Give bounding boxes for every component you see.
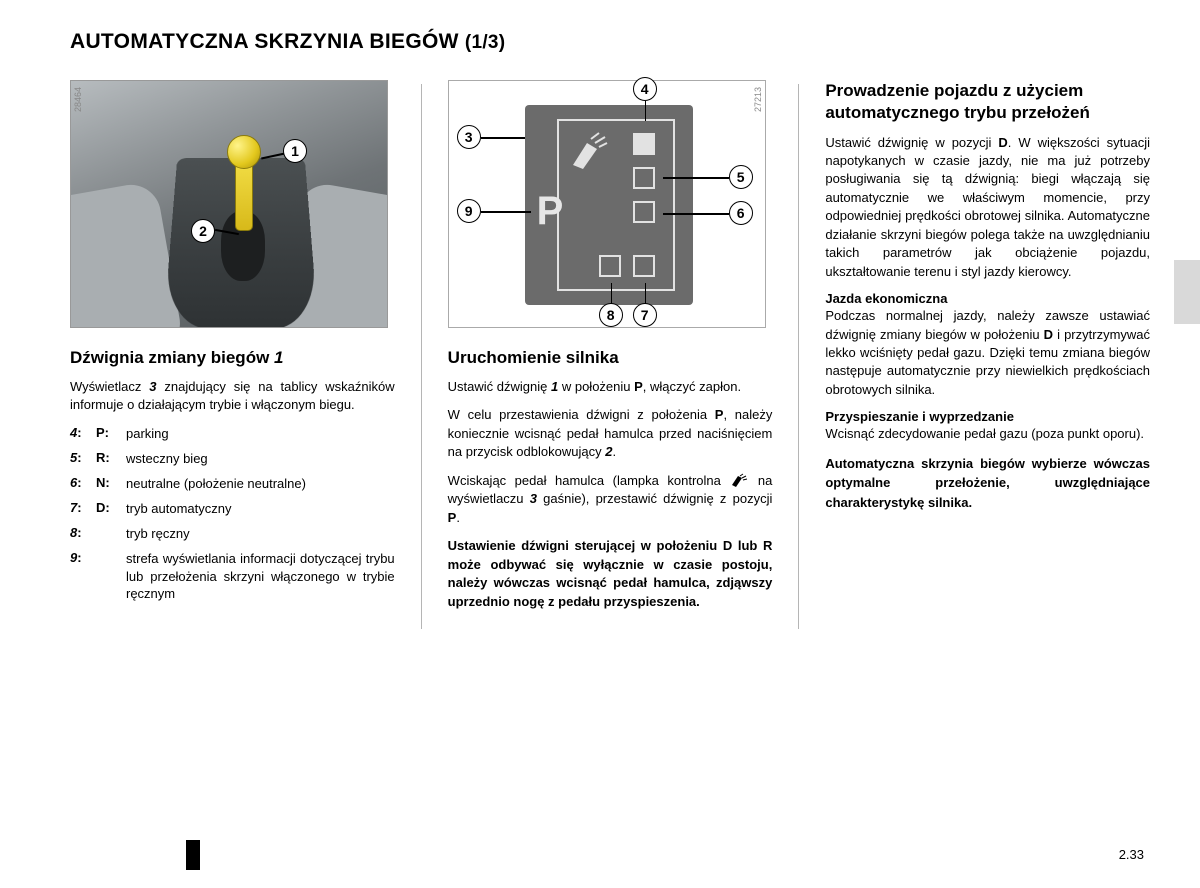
t: 3 — [149, 379, 156, 394]
t: Ustawić dźwignię — [448, 379, 551, 394]
lead-line — [481, 137, 525, 139]
def-row: 4 P: parking — [70, 425, 395, 443]
sq-6 — [633, 201, 655, 223]
page-title: AUTOMATYCZNA SKRZYNIA BIEGÓW (1/3) — [70, 30, 1150, 54]
def-row: 8 tryb ręczny — [70, 525, 395, 543]
col3-p2: Podczas normalnej jazdy, należy zawsze u… — [825, 307, 1150, 399]
col1-heading: Dźwignia zmiany biegów 1 — [70, 348, 395, 368]
brake-pedal-icon — [567, 129, 609, 171]
lead-line — [645, 101, 647, 121]
t: , włączyć zapłon. — [643, 379, 741, 394]
col1-heading-num: 1 — [274, 348, 283, 367]
col3-h2: Jazda ekonomiczna — [825, 291, 1150, 306]
title-suffix: (1/3) — [465, 32, 506, 53]
seat-left-shape — [70, 180, 185, 328]
t: . — [456, 510, 460, 525]
lead-line — [481, 211, 531, 213]
display-panel-shape: P — [525, 105, 693, 305]
callout-4: 4 — [633, 77, 657, 101]
def-num: 6 — [70, 475, 96, 490]
figure-gear-lever-photo: 28464 1 2 — [70, 80, 388, 328]
col2-p1: Ustawić dźwignię 1 w położeniu P, włączy… — [448, 378, 773, 396]
def-num: 8 — [70, 525, 96, 540]
definitions-list: 4 P: parking 5 R: wsteczny bieg 6 N: neu… — [70, 425, 395, 604]
def-val: tryb automatyczny — [126, 500, 395, 518]
col3-p3: Wcisnąć zdecydowanie pedał gazu (poza pu… — [825, 425, 1150, 443]
col1-heading-text: Dźwignia zmiany biegów — [70, 348, 274, 367]
col2-heading: Uruchomienie silnika — [448, 348, 773, 368]
column-3: Prowadzenie pojazdu z użyciem automatycz… — [825, 80, 1150, 629]
column-1: 28464 1 2 Dźwignia zmiany biegów 1 Wyświ… — [70, 80, 395, 629]
t: 3 — [530, 491, 537, 506]
sq-5 — [633, 167, 655, 189]
t: D — [998, 135, 1007, 150]
def-key: P: — [96, 425, 126, 440]
brake-pedal-icon — [729, 473, 749, 487]
def-num: 5 — [70, 450, 96, 465]
t: Ustawić dźwignię w pozycji — [825, 135, 998, 150]
callout-2: 2 — [191, 219, 215, 243]
col2-p4-bold: Ustawienie dźwigni sterującej w położeni… — [448, 537, 773, 611]
t: P — [634, 379, 643, 394]
lead-line — [663, 177, 729, 179]
def-row: 7 D: tryb automatyczny — [70, 500, 395, 518]
def-key: D: — [96, 500, 126, 515]
page-number: 2.33 — [1119, 847, 1144, 862]
content-columns: 28464 1 2 Dźwignia zmiany biegów 1 Wyświ… — [70, 80, 1150, 629]
figure2-code: 27213 — [753, 87, 763, 112]
col3-p1: Ustawić dźwignię w pozycji D. W większoś… — [825, 134, 1150, 282]
def-row: 6 N: neutralne (położenie neutralne) — [70, 475, 395, 493]
p-letter: P — [537, 189, 564, 234]
def-num: 4 — [70, 425, 96, 440]
lead-line — [611, 283, 613, 305]
callout-8: 8 — [599, 303, 623, 327]
def-row: 9 strefa wyświetlania informacji dotyczą… — [70, 550, 395, 604]
callout-3: 3 — [457, 125, 481, 149]
column-2: 27213 P 3 — [448, 80, 773, 629]
column-divider — [798, 84, 799, 629]
def-num: 9 — [70, 550, 96, 565]
col3-title: Prowadzenie pojazdu z użyciem automatycz… — [825, 80, 1150, 124]
column-divider — [421, 84, 422, 629]
t: gaśnie), przestawić dźwignię z pozycji — [537, 491, 772, 506]
t: Wyświetlacz — [70, 379, 149, 394]
title-main: AUTOMATYCZNA SKRZYNIA BIEGÓW — [70, 30, 459, 53]
lead-line — [645, 283, 647, 305]
callout-6: 6 — [729, 201, 753, 225]
lead-line — [663, 213, 729, 215]
t: w położeniu — [558, 379, 634, 394]
def-val: tryb ręczny — [126, 525, 395, 543]
col3-p4-bold: Automatyczna skrzynia biegów wybierze wó… — [825, 454, 1150, 513]
t: . — [612, 444, 616, 459]
t: . W większości sytuacji napotykanych w c… — [825, 135, 1150, 279]
t: Wciskając pedał hamulca (lampka kontroln… — [448, 473, 730, 488]
callout-9: 9 — [457, 199, 481, 223]
def-key: R: — [96, 450, 126, 465]
section-side-tab — [1174, 260, 1200, 324]
col3-h3: Przyspieszanie i wyprzedzanie — [825, 409, 1150, 424]
gear-knob-shape — [227, 135, 261, 169]
def-key: N: — [96, 475, 126, 490]
figure1-code: 28464 — [73, 87, 83, 112]
t: D — [1044, 327, 1053, 342]
figure-display-panel: 27213 P 3 — [448, 80, 766, 328]
footer-mark — [186, 840, 200, 870]
col2-p2: W celu przestawienia dźwigni z położenia… — [448, 406, 773, 461]
def-val: parking — [126, 425, 395, 443]
callout-7: 7 — [633, 303, 657, 327]
sq-4 — [633, 133, 655, 155]
sq-8 — [599, 255, 621, 277]
callout-5: 5 — [729, 165, 753, 189]
col2-p3: Wciskając pedał hamulca (lampka kontroln… — [448, 472, 773, 527]
col1-intro: Wyświetlacz 3 znajdujący się na tablicy … — [70, 378, 395, 415]
t: W celu przestawienia dźwigni z położenia — [448, 407, 715, 422]
def-num: 7 — [70, 500, 96, 515]
def-val: strefa wyświetlania informacji dotyczące… — [126, 550, 395, 604]
sq-7 — [633, 255, 655, 277]
def-val: neutralne (położenie neutralne) — [126, 475, 395, 493]
callout-1: 1 — [283, 139, 307, 163]
def-val: wsteczny bieg — [126, 450, 395, 468]
def-row: 5 R: wsteczny bieg — [70, 450, 395, 468]
